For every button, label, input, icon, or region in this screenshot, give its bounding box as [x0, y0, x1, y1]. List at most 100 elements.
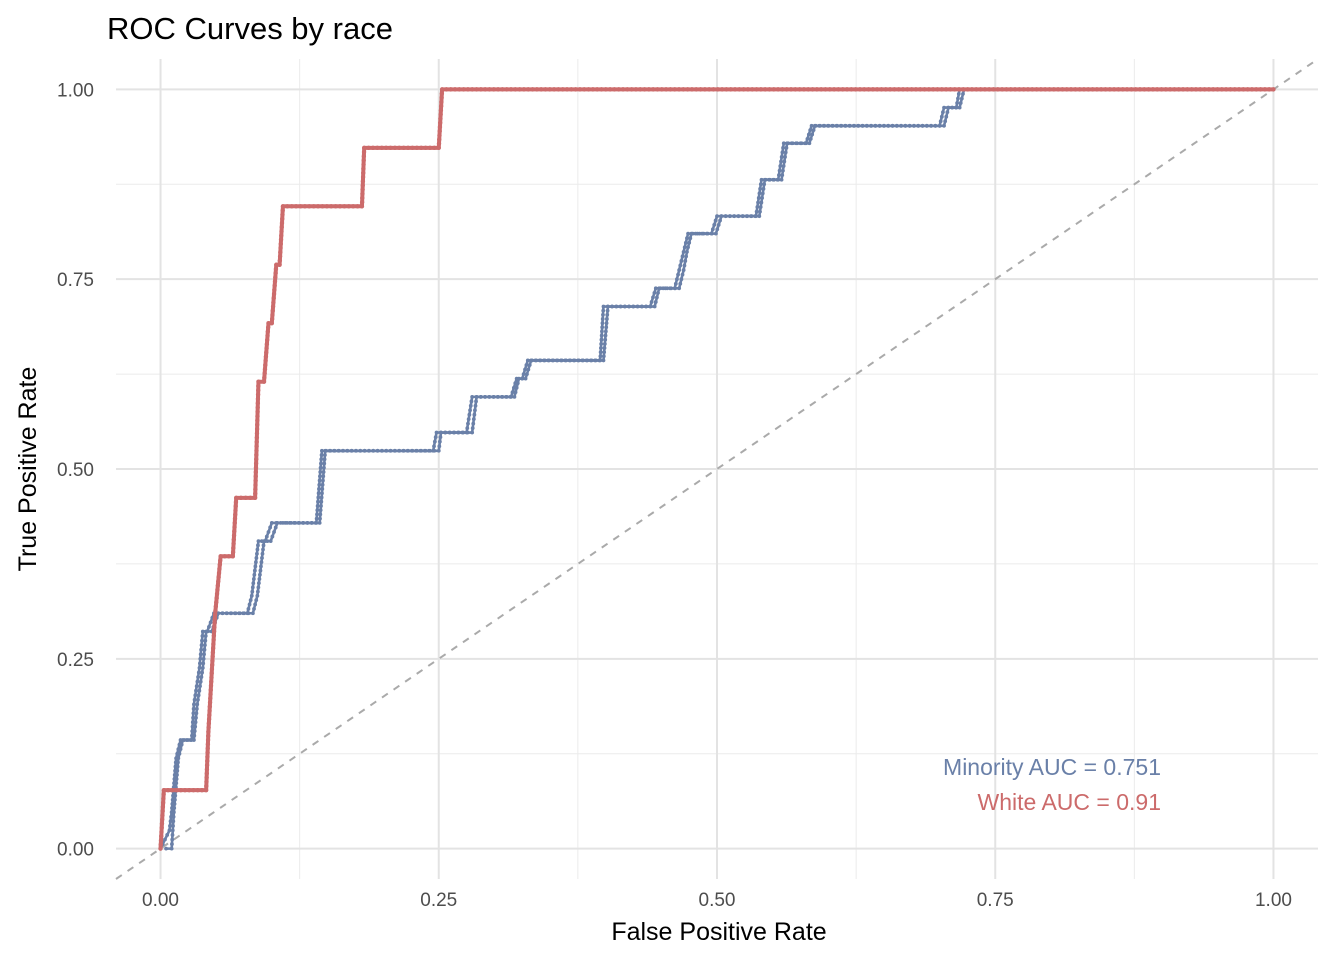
roc-point	[200, 629, 205, 634]
roc-point	[525, 372, 529, 376]
roc-point	[380, 448, 384, 453]
roc-point	[546, 358, 551, 363]
roc-point	[813, 123, 817, 128]
roc-point	[657, 286, 662, 291]
roc-point	[465, 87, 471, 92]
roc-point	[631, 304, 636, 309]
roc-point	[1206, 87, 1212, 92]
roc-point	[305, 521, 310, 525]
roc-point	[559, 358, 563, 363]
roc-point	[272, 530, 276, 534]
roc-point	[681, 268, 686, 272]
roc-point	[196, 670, 201, 675]
y-tick-label: 1.00	[57, 80, 94, 101]
roc-point	[253, 482, 258, 488]
roc-point	[270, 534, 275, 539]
roc-point	[375, 145, 380, 151]
roc-point	[199, 647, 204, 652]
roc-point	[164, 846, 168, 851]
roc-point	[777, 168, 782, 173]
roc-point	[873, 123, 878, 128]
roc-point	[602, 346, 607, 350]
roc-point	[247, 602, 252, 607]
roc-point	[172, 806, 177, 810]
roc-point	[320, 204, 325, 209]
roc-point	[597, 358, 602, 363]
roc-point	[520, 376, 525, 381]
roc-point	[161, 792, 166, 797]
roc-point	[781, 168, 785, 173]
roc-point	[665, 286, 670, 291]
roc-point	[360, 191, 365, 196]
roc-point	[942, 105, 946, 110]
roc-point	[466, 417, 471, 422]
roc-point	[732, 87, 738, 92]
roc-point	[810, 87, 815, 92]
roc-point	[515, 381, 520, 386]
roc-point	[1030, 87, 1035, 92]
roc-point	[437, 120, 443, 125]
roc-point	[254, 435, 260, 440]
roc-point	[171, 823, 175, 828]
roc-point	[270, 312, 275, 318]
x-axis-ticks: 0.00 0.25 0.50 0.75 1.00	[142, 890, 1292, 911]
roc-point	[508, 87, 514, 92]
roc-point	[785, 141, 790, 146]
roc-point	[744, 214, 749, 219]
roc-point	[197, 661, 202, 666]
roc-point	[175, 772, 179, 777]
roc-point	[361, 162, 366, 167]
roc-point	[383, 145, 389, 151]
roc-point	[687, 240, 692, 245]
roc-point	[1202, 87, 1207, 92]
roc-point	[265, 329, 271, 334]
roc-point	[214, 591, 220, 597]
roc-point	[1215, 87, 1220, 92]
roc-point	[314, 516, 319, 521]
roc-point	[410, 448, 415, 453]
roc-point	[176, 756, 181, 761]
roc-point	[436, 145, 441, 151]
roc-point	[616, 87, 621, 92]
roc-point	[758, 209, 762, 214]
roc-point	[246, 606, 251, 611]
roc-point	[487, 394, 492, 399]
roc-point	[253, 465, 259, 470]
roc-point	[1189, 87, 1194, 92]
roc-point	[1167, 87, 1173, 92]
x-tick-label: 0.00	[142, 890, 179, 911]
roc-point	[256, 383, 261, 389]
roc-point	[547, 87, 552, 92]
roc-point	[709, 231, 714, 236]
roc-point	[210, 645, 216, 651]
roc-point	[759, 200, 764, 205]
roc-point	[202, 652, 206, 657]
roc-point	[438, 435, 443, 440]
roc-point	[319, 504, 323, 508]
roc-point	[273, 270, 278, 276]
roc-point	[469, 399, 474, 404]
diagonal-reference-line	[115, 58, 1319, 880]
roc-point	[943, 87, 949, 92]
roc-point	[238, 495, 244, 501]
roc-point	[213, 604, 219, 609]
roc-point	[495, 394, 500, 399]
roc-point	[1245, 87, 1250, 92]
roc-point	[375, 448, 380, 453]
roc-point	[780, 87, 785, 92]
roc-point	[187, 787, 192, 793]
roc-point	[672, 87, 677, 92]
roc-point	[965, 87, 970, 92]
roc-point	[193, 724, 198, 729]
roc-point	[470, 87, 475, 92]
roc-point	[438, 116, 443, 121]
roc-point	[986, 87, 992, 92]
roc-point	[600, 325, 605, 330]
roc-point	[468, 408, 472, 413]
roc-point	[190, 720, 195, 725]
roc-point	[601, 312, 605, 317]
roc-point	[437, 137, 442, 142]
roc-point	[251, 581, 256, 586]
roc-point	[605, 312, 610, 317]
